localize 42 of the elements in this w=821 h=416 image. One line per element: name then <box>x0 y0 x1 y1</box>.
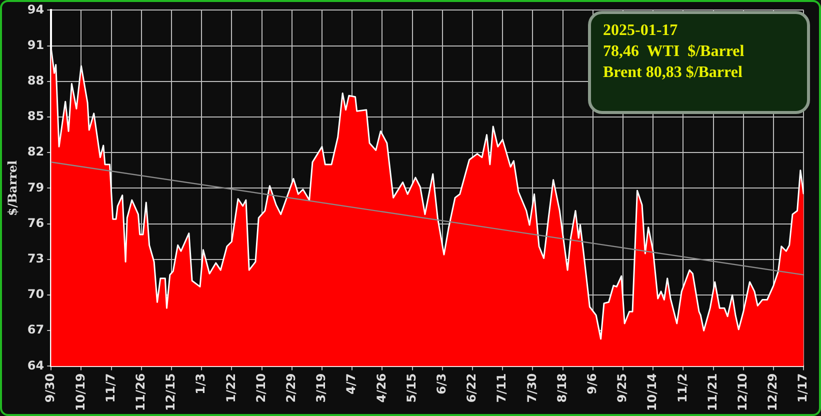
x-tick-label: 5/15 <box>404 373 418 403</box>
y-axis-title: $/Barrel <box>5 160 20 216</box>
note-box: 2025-01-17 78,46 WTI $/Barrel Brent 80,83 $/Barrel <box>588 11 810 114</box>
x-tick-label: 1/17 <box>796 373 810 403</box>
y-tick-label: 76 <box>27 216 44 230</box>
y-tick-label: 73 <box>27 252 44 266</box>
y-tick-label: 94 <box>27 2 44 16</box>
x-tick-label: 12/29 <box>766 373 780 411</box>
x-tick-label: 6/22 <box>464 373 479 403</box>
x-tick-label: 12/15 <box>164 373 178 411</box>
y-tick-label: 64 <box>27 358 44 372</box>
x-tick-label: 6/3 <box>434 373 449 394</box>
x-tick-label: 7/30 <box>524 373 539 403</box>
x-tick-label: 11/26 <box>134 373 148 411</box>
y-tick-label: 82 <box>27 144 44 159</box>
x-tick-label: 9/6 <box>585 373 600 394</box>
x-tick-label: 8/18 <box>554 373 569 403</box>
x-tick-label: 11/7 <box>103 373 118 403</box>
annotation: Brent 80,83 $/Barrel <box>603 63 744 83</box>
x-tick-label: 12/10 <box>736 373 750 411</box>
x-tick-label: 11/21 <box>705 373 720 411</box>
x-tick-label: 9/25 <box>615 373 630 403</box>
annotation: 2025-01-17 <box>603 21 679 41</box>
y-tick-label: 88 <box>27 74 44 88</box>
x-tick-label: 3/19 <box>314 373 328 403</box>
y-tick-label: 79 <box>27 180 44 194</box>
x-tick-label: 11/2 <box>675 373 690 403</box>
annotation: 78,46 WTI $/Barrel <box>603 42 746 62</box>
x-tick-label: 10/14 <box>645 373 660 411</box>
x-tick-label: 4/26 <box>374 373 388 403</box>
x-tick-label: 2/10 <box>254 373 268 403</box>
y-tick-label: 70 <box>27 287 44 302</box>
y-tick-label: 67 <box>27 322 44 337</box>
x-tick-label: 2/29 <box>284 373 298 403</box>
y-tick-label: 91 <box>27 38 44 52</box>
x-tick-label: 10/19 <box>73 373 88 411</box>
x-tick-label: 1/22 <box>224 373 238 403</box>
x-tick-label: 4/7 <box>344 373 358 394</box>
x-tick-label: 1/3 <box>194 373 208 394</box>
x-tick-label: 9/30 <box>43 373 58 403</box>
y-tick-label: 85 <box>27 109 44 124</box>
x-tick-label: 7/11 <box>494 373 509 403</box>
